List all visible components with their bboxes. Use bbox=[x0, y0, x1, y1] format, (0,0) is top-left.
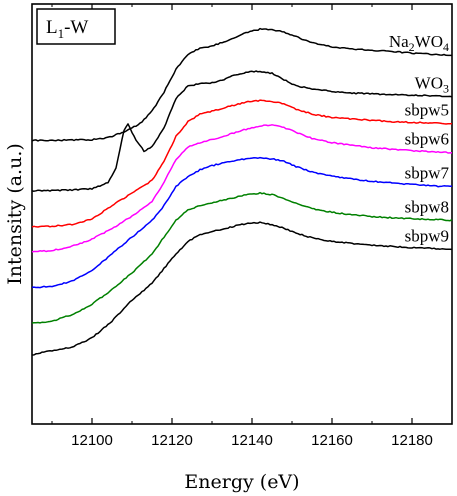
x-tick-label: 12160 bbox=[311, 432, 353, 449]
x-tick-label: 12100 bbox=[71, 432, 113, 449]
x-tick-label: 12120 bbox=[151, 432, 193, 449]
panel-label: L1-W bbox=[36, 8, 116, 45]
series-label-sbpw9: sbpw9 bbox=[405, 226, 449, 245]
series-labels: Na2WO4 WO3 sbpw5 sbpw6 sbpw7 sbpw8 sbpw9 bbox=[389, 32, 450, 245]
series-line-sbpw8 bbox=[31, 191, 453, 324]
series-label-sbpw8: sbpw8 bbox=[405, 197, 449, 216]
series-line-sbpw7 bbox=[31, 156, 453, 289]
y-axis-title: Intensity (a.u.) bbox=[4, 143, 26, 285]
x-tick-label: 12180 bbox=[391, 432, 433, 449]
series-label-sbpw7: sbpw7 bbox=[405, 164, 450, 183]
plot-area: 12100 12120 12140 12160 12180 Na2WO4 WO3 sbpw5… bbox=[31, 3, 453, 449]
series-line-na2wo4 bbox=[31, 27, 452, 142]
x-tick-label: 12140 bbox=[231, 432, 273, 449]
series-line-sbpw5 bbox=[31, 99, 453, 228]
panel-label-text: L1-W bbox=[46, 17, 88, 41]
series-line-wo3 bbox=[31, 70, 453, 192]
x-axis-title: Energy (eV) bbox=[184, 471, 299, 493]
series-label-wo3: WO3 bbox=[415, 73, 449, 95]
x-ticks: 12100 12120 12140 12160 12180 bbox=[51, 4, 453, 449]
series-line-sbpw9 bbox=[31, 221, 453, 356]
series-line-sbpw6 bbox=[31, 124, 453, 253]
series-label-na2wo4: Na2WO4 bbox=[389, 32, 449, 54]
series-label-sbpw5: sbpw5 bbox=[405, 101, 449, 120]
plot-frame bbox=[31, 3, 453, 425]
series-label-sbpw6: sbpw6 bbox=[405, 130, 449, 149]
panel-label-box bbox=[36, 8, 116, 45]
series-layer bbox=[31, 27, 453, 356]
